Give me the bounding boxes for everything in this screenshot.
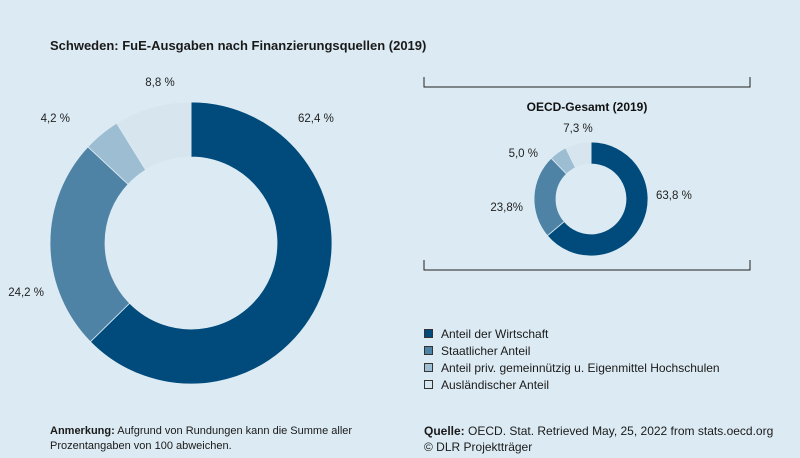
data-label: 24,2 %: [8, 287, 44, 299]
legend: Anteil der Wirtschaft Staatlicher Anteil A…: [424, 325, 720, 393]
legend-label: Anteil priv. gemeinnützig u. Eigenmittel…: [441, 360, 720, 375]
data-label: 63,8 %: [656, 190, 692, 202]
data-label: 23,8%: [490, 202, 523, 214]
donut-slice: [565, 141, 592, 169]
chart-title: Schweden: FuE-Ausgaben nach Finanzierung…: [50, 38, 427, 53]
oecd-title: OECD-Gesamt (2019): [527, 100, 648, 114]
donut-slice: [116, 101, 192, 171]
data-label: 62,4 %: [298, 113, 334, 125]
source: Quelle: OECD. Stat. Retrieved May, 25, 2…: [424, 423, 773, 455]
legend-label: Ausländischer Anteil: [441, 377, 550, 392]
note: Anmerkung: Aufgrund von Rundungen kann d…: [50, 424, 380, 454]
copyright: © DLR Projektträger: [424, 440, 533, 454]
donut-slice: [533, 157, 568, 237]
donut-sweden: 62,4 % 24,2 % 4,2 % 8,8 %: [8, 77, 334, 385]
legend-item: Ausländischer Anteil: [424, 376, 720, 393]
source-label: Quelle:: [424, 424, 465, 438]
legend-swatch: [424, 363, 433, 372]
data-label: 8,8 %: [145, 77, 174, 89]
note-label: Anmerkung:: [50, 425, 115, 437]
donut-oecd: 63,8 % 23,8% 5,0 % 7,3 %: [490, 123, 692, 257]
legend-label: Staatlicher Anteil: [441, 343, 531, 358]
donut-slice: [89, 101, 333, 385]
legend-item: Anteil der Wirtschaft: [424, 325, 720, 342]
legend-swatch: [424, 380, 433, 389]
note-text: Aufgrund von Rundungen kann die Summe al…: [50, 425, 353, 452]
donut-slice: [546, 141, 649, 257]
legend-label: Anteil der Wirtschaft: [441, 326, 549, 341]
data-label: 5,0 %: [509, 148, 538, 160]
source-text: OECD. Stat. Retrieved May, 25, 2022 from…: [464, 424, 774, 438]
legend-item: Staatlicher Anteil: [424, 342, 720, 359]
data-label: 4,2 %: [41, 113, 70, 125]
legend-swatch: [424, 329, 433, 338]
legend-item: Anteil priv. gemeinnützig u. Eigenmittel…: [424, 359, 720, 376]
donut-slice: [49, 146, 131, 343]
data-label: 7,3 %: [563, 123, 592, 135]
legend-swatch: [424, 346, 433, 355]
oecd-frame: [423, 77, 751, 271]
